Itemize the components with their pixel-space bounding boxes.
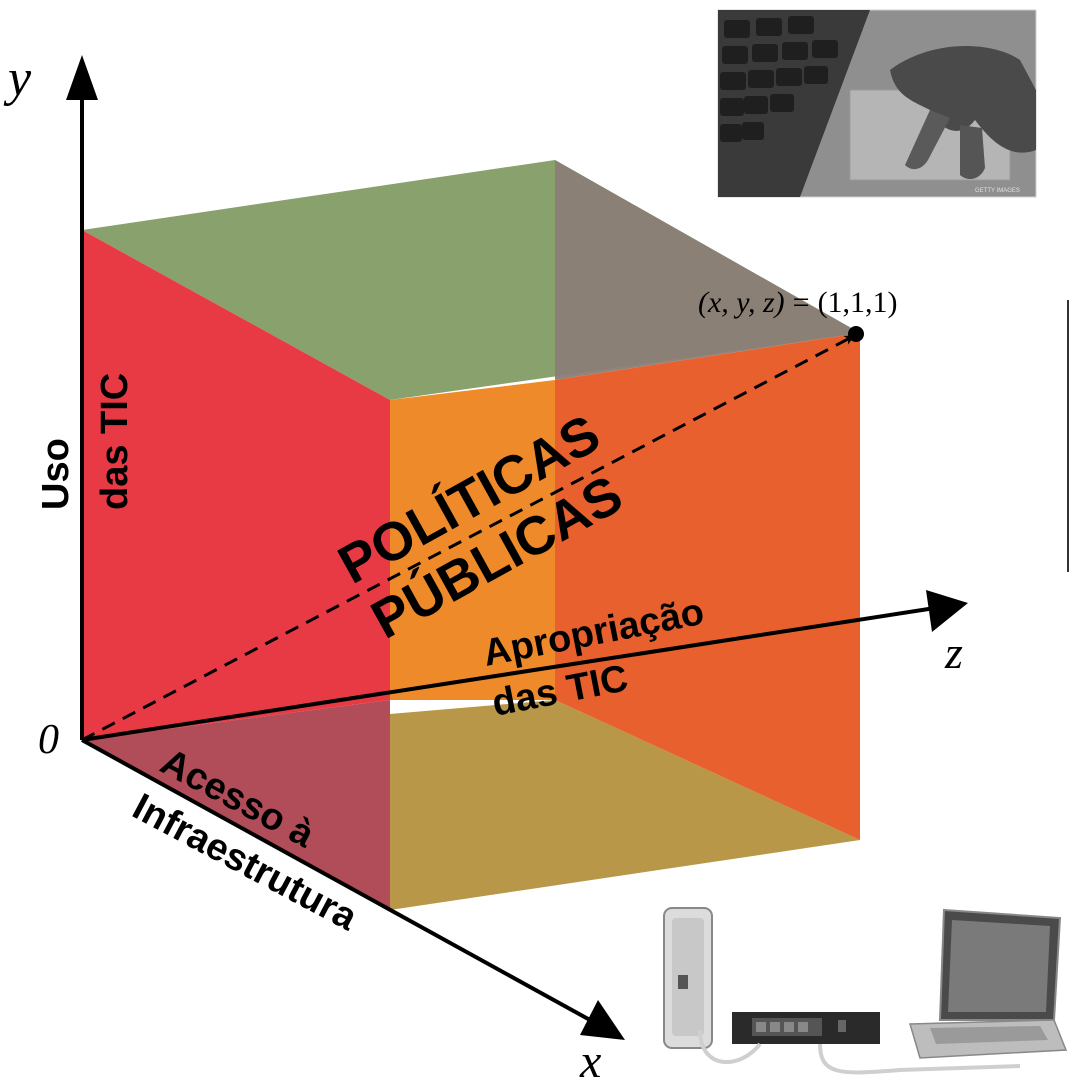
x-axis-label: x [579,1035,601,1077]
cube-left-face [82,230,390,740]
y-axis-label: y [3,50,32,107]
cube-front-face [390,380,555,700]
diagonal-vector [81,335,855,742]
cube-top-back-face [555,160,860,380]
origin-label: 0 [38,717,59,763]
point-label-eq: = [793,286,810,319]
photo-caption: GETTY IMAGES [975,188,1020,194]
cube-bottom-left-face [82,700,390,910]
laptop-icon [909,908,1068,1059]
uso-label: Uso [35,438,77,510]
z-axis-label: z [944,627,963,678]
point-label: (x, y, z) = (1,1,1) [698,286,898,319]
point-111 [848,326,864,342]
cube-right-face [555,333,860,840]
z-axis [81,606,936,742]
x-axis-arrowhead [580,1000,625,1040]
point-label-rhs: (1,1,1) [818,286,898,319]
y-axis-arrowhead [66,55,98,100]
x-axis [81,738,591,1022]
das-tic-vertical-label: das TIC [94,373,136,510]
z-axis-arrowhead [926,590,968,632]
network-devices-photo [663,907,1068,1075]
point-label-lhs: (x, y, z) [698,286,785,319]
laptop-hand-photo: GETTY IMAGES [717,9,1037,198]
